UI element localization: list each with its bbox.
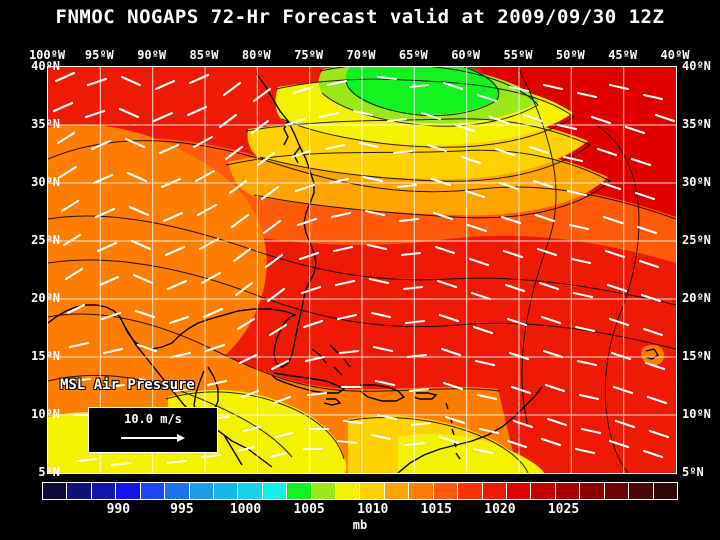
colorbar-swatch (604, 483, 630, 499)
colorbar-tick-label: 995 (170, 502, 194, 517)
lon-tick-label: 40ºW (660, 48, 690, 62)
lon-tick-label: 85ºW (189, 48, 219, 62)
colorbar-swatch (336, 483, 361, 499)
colorbar-tick-label: 1025 (547, 502, 580, 517)
lon-tick-label: 50ºW (555, 48, 585, 62)
lat-tick-label: 30ºN (31, 175, 60, 189)
field-label: MSL Air Pressure (60, 377, 195, 393)
wind-vector-field (52, 71, 676, 467)
lon-tick-label: 55ºW (503, 48, 533, 62)
colorbar-swatch (189, 483, 214, 499)
lon-tick-label: 45ºW (608, 48, 638, 62)
colorbar-swatch (116, 483, 141, 499)
lon-tick-label: 80ºW (241, 48, 271, 62)
lat-tick-label: 10ºN (31, 407, 60, 421)
lon-tick-label: 60ºW (451, 48, 481, 62)
colorbar-tick-label: 990 (106, 502, 131, 517)
lat-tick-label: 10ºN (682, 407, 711, 421)
colorbar-swatch (458, 483, 483, 499)
colorbar-swatch (262, 483, 288, 499)
longitude-axis: 100ºW 95ºW 90ºW 85ºW 80ºW 75ºW 70ºW 65ºW 60ºW 55º… (0, 48, 720, 62)
lat-tick-label: 30ºN (682, 175, 711, 189)
lat-tick-label: 40ºN (682, 59, 711, 73)
lon-tick-label: 95ºW (84, 48, 114, 62)
lon-tick-label: 70ºW (346, 48, 376, 62)
colorbar-tick-label: 1015 (420, 502, 452, 517)
colorbar-swatch (580, 483, 605, 499)
colorbar-tick-label: 1005 (293, 502, 325, 517)
colorbar-swatch (629, 483, 654, 499)
colorbar-unit-label: mb (352, 518, 368, 532)
colorbar-swatch (91, 483, 117, 499)
colorbar-swatch (555, 483, 581, 499)
wind-scale-legend: 10.0 m/s (88, 407, 218, 453)
colorbar-swatch (433, 483, 459, 499)
colorbar-swatch (384, 483, 410, 499)
colorbar-swatch (213, 483, 239, 499)
colorbar-swatch (67, 483, 92, 499)
colorbar-tick-label: 1000 (229, 502, 262, 517)
colorbar-swatch (360, 483, 385, 499)
lat-tick-label: 20ºN (682, 291, 711, 305)
colorbar-swatch (531, 483, 556, 499)
colorbar-tick-label: 1020 (484, 502, 516, 517)
right-arrow-icon (121, 434, 185, 442)
lat-tick-label: 25ºN (31, 233, 60, 247)
lat-tick-label: 15ºN (31, 349, 60, 363)
colorbar (42, 482, 678, 500)
colorbar-swatch (311, 483, 337, 499)
lat-tick-label: 5ºN (38, 465, 60, 479)
colorbar-swatch (482, 483, 508, 499)
lat-tick-label: 40ºN (31, 59, 60, 73)
lat-tick-label: 35ºN (682, 117, 711, 131)
lat-tick-label: 35ºN (31, 117, 60, 131)
lat-tick-label: 20ºN (31, 291, 60, 305)
lon-tick-label: 90ºW (137, 48, 167, 62)
wind-scale-value: 10.0 m/s (124, 412, 182, 426)
lon-tick-label: 75ºW (294, 48, 324, 62)
lat-tick-label: 15ºN (682, 349, 711, 363)
colorbar-swatch (507, 483, 532, 499)
lon-tick-label: 100ºW (28, 48, 66, 62)
lat-tick-label: 5ºN (682, 465, 704, 479)
colorbar-swatch (287, 483, 312, 499)
chart-title: FNMOC NOGAPS 72-Hr Forecast valid at 200… (55, 6, 665, 28)
map-plot-area: MSL Air Pressure 10.0 m/s (47, 66, 677, 474)
lon-tick-label: 65ºW (398, 48, 428, 62)
colorbar-tick-label: 1010 (357, 502, 389, 517)
colorbar-ticks: 990 995 1000 1005 1010 1015 1020 1025 (0, 502, 720, 518)
lat-tick-label: 25ºN (682, 233, 711, 247)
colorbar-swatch (165, 483, 190, 499)
colorbar-swatch (409, 483, 434, 499)
colorbar-swatch (653, 483, 677, 499)
colorbar-swatch (238, 483, 263, 499)
colorbar-swatch (43, 483, 68, 499)
colorbar-swatch (140, 483, 166, 499)
